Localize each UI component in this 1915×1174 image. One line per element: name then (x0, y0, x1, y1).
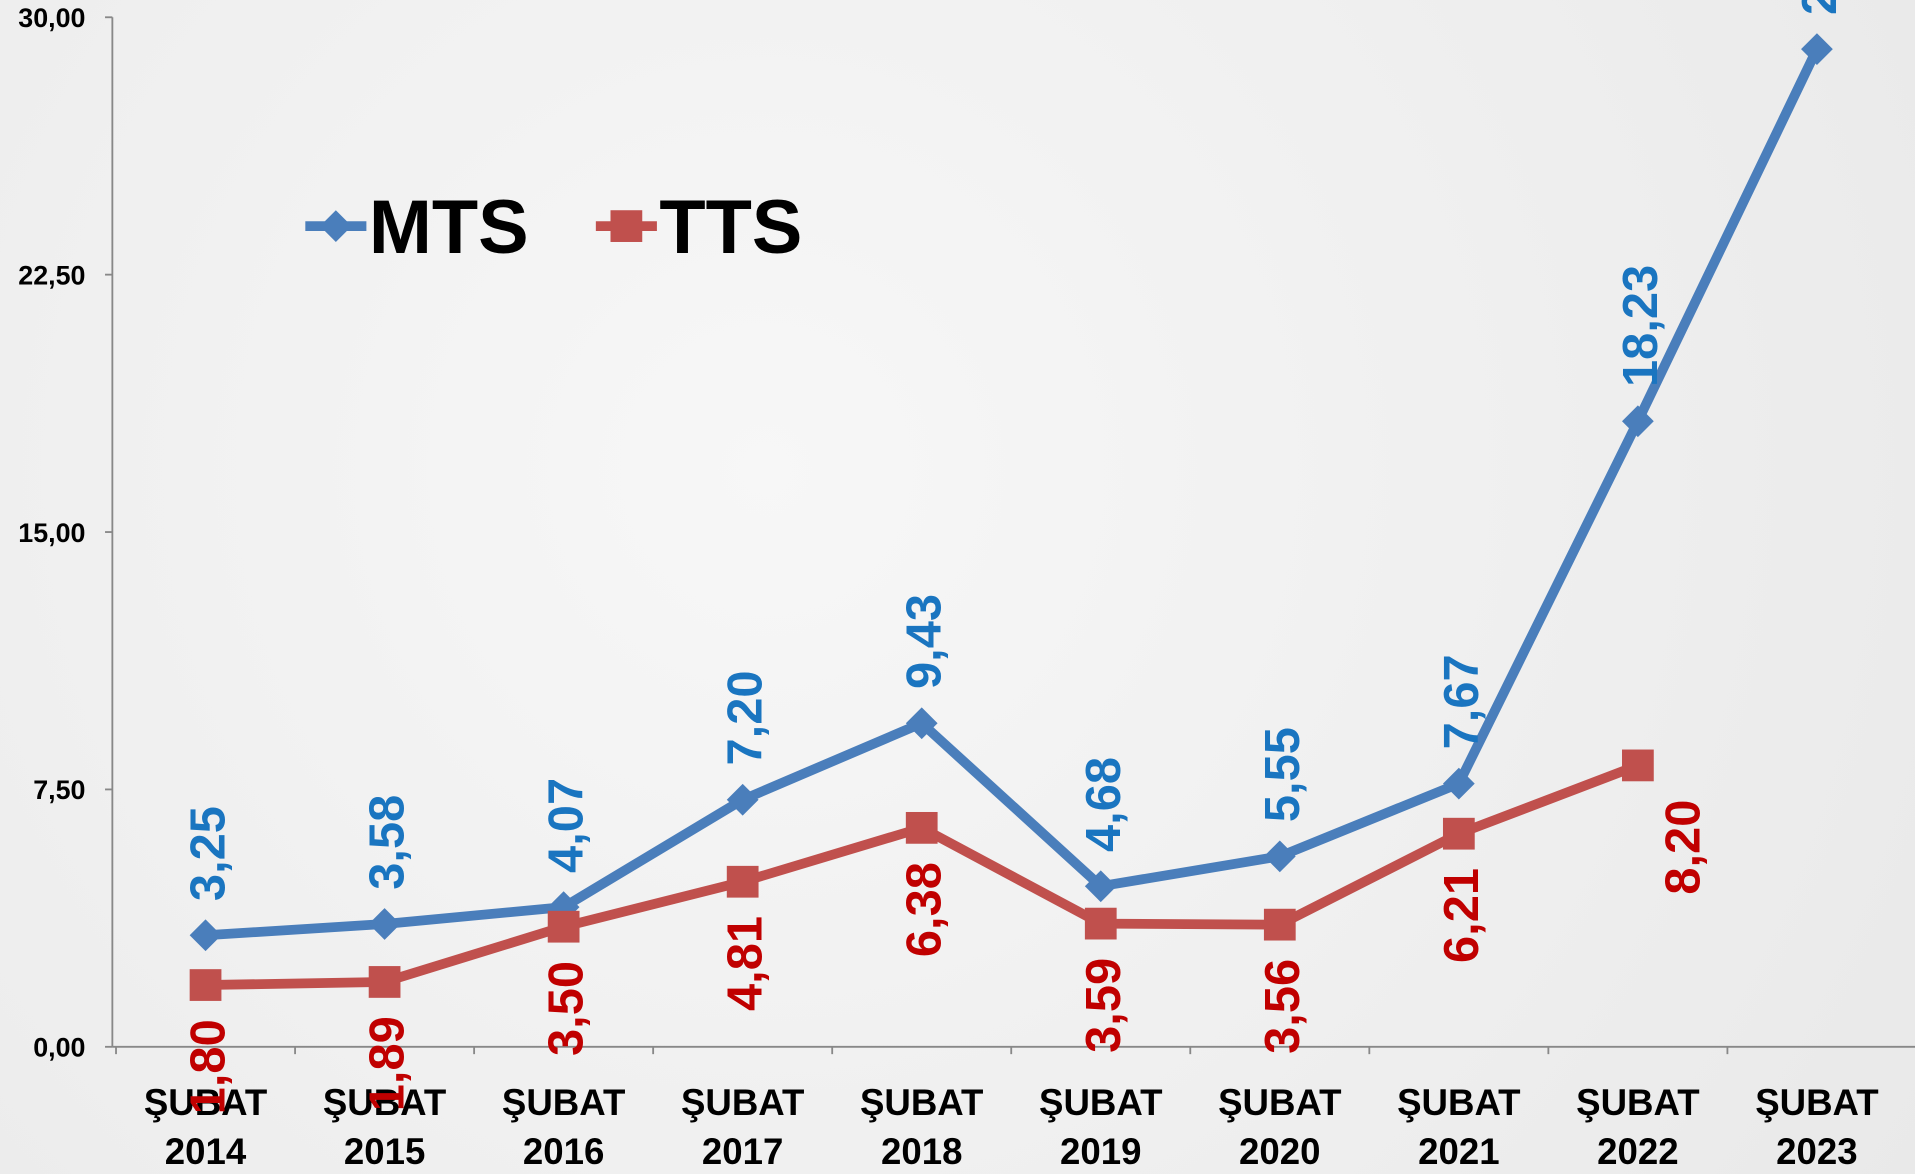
data-label: 3,56 (1256, 959, 1310, 1054)
data-label: 29,07 (1793, 0, 1847, 15)
marker (368, 908, 401, 940)
data-label: 5,55 (1256, 727, 1310, 822)
legend-label: MTS (369, 185, 529, 270)
x-tick-label: ŞUBAT 2021 (1397, 1082, 1520, 1172)
x-tick-label: ŞUBAT 2014 (144, 1082, 267, 1172)
data-label: 18,23 (1614, 265, 1668, 387)
y-tick-label: 22,50 (18, 260, 85, 290)
y-tick-label: 7,50 (33, 775, 85, 805)
marker (1084, 870, 1117, 903)
marker (905, 811, 938, 844)
data-label: 1,89 (361, 1016, 415, 1111)
marker (1801, 33, 1833, 66)
data-label: 6,21 (1435, 868, 1489, 963)
marker (189, 919, 222, 952)
marker (610, 210, 643, 242)
data-label: 4,81 (719, 916, 773, 1011)
marker (1442, 767, 1475, 800)
marker (319, 210, 352, 242)
marker (368, 966, 401, 998)
data-label: 6,38 (898, 862, 952, 957)
marker (726, 865, 759, 898)
data-label: 4,68 (1077, 757, 1131, 852)
data-label: 8,20 (1657, 800, 1711, 895)
x-tick-label: ŞUBAT 2022 (1576, 1082, 1699, 1172)
data-label: 7,20 (719, 670, 773, 765)
x-tick-label: ŞUBAT 2018 (860, 1082, 983, 1172)
x-tick-label: ŞUBAT 2023 (1755, 1082, 1878, 1172)
marker (905, 707, 938, 740)
marker (1622, 405, 1654, 438)
x-tick-label: ŞUBAT 2017 (681, 1082, 804, 1172)
data-label: 7,67 (1435, 654, 1489, 749)
x-tick-label: ŞUBAT 2016 (502, 1082, 625, 1172)
x-tick-label: ŞUBAT 2015 (323, 1082, 446, 1172)
marker (1263, 908, 1296, 941)
legend-label: TTS (659, 185, 802, 270)
marker (1084, 907, 1117, 940)
marker (1263, 840, 1296, 873)
y-tick-label: 15,00 (18, 518, 85, 548)
data-label: 3,59 (1077, 958, 1131, 1053)
marker (189, 969, 222, 1001)
data-label: 4,07 (540, 778, 594, 873)
series-line (205, 47, 1822, 941)
x-tick-label: ŞUBAT 2020 (1218, 1082, 1341, 1172)
y-tick-label: 0,00 (33, 1033, 85, 1063)
marker (547, 910, 580, 943)
x-tick-label: ŞUBAT 2019 (1039, 1082, 1162, 1172)
marker (1622, 749, 1654, 782)
marker (726, 783, 759, 816)
marker (1442, 817, 1475, 850)
data-label: 1,80 (182, 1019, 236, 1114)
data-label: 9,43 (898, 594, 952, 689)
data-label: 3,25 (182, 806, 236, 901)
data-label: 3,58 (361, 795, 415, 890)
data-label: 3,50 (540, 961, 594, 1056)
y-tick-label: 30,00 (18, 3, 85, 33)
